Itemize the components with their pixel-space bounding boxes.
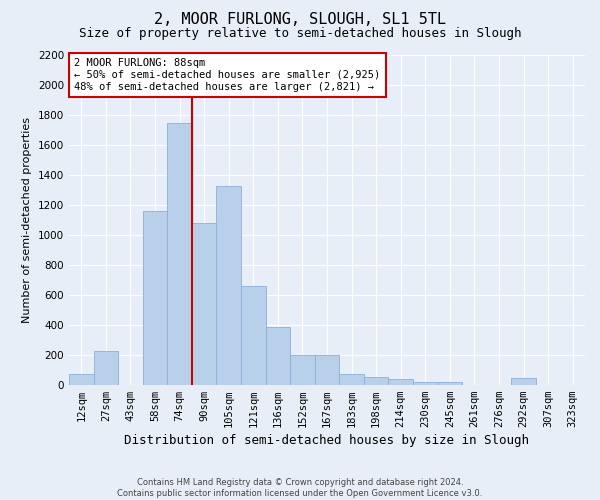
Bar xyxy=(437,382,462,385)
Text: Size of property relative to semi-detached houses in Slough: Size of property relative to semi-detach… xyxy=(79,28,521,40)
Bar xyxy=(217,186,241,385)
Bar xyxy=(290,355,315,385)
Bar xyxy=(364,377,388,385)
Bar xyxy=(143,211,167,385)
Bar xyxy=(339,374,364,385)
Text: 2 MOOR FURLONG: 88sqm
← 50% of semi-detached houses are smaller (2,925)
48% of s: 2 MOOR FURLONG: 88sqm ← 50% of semi-deta… xyxy=(74,58,380,92)
X-axis label: Distribution of semi-detached houses by size in Slough: Distribution of semi-detached houses by … xyxy=(125,434,530,448)
Bar xyxy=(94,350,118,385)
Text: Contains HM Land Registry data © Crown copyright and database right 2024.
Contai: Contains HM Land Registry data © Crown c… xyxy=(118,478,482,498)
Bar xyxy=(388,379,413,385)
Bar xyxy=(167,122,192,385)
Text: 2, MOOR FURLONG, SLOUGH, SL1 5TL: 2, MOOR FURLONG, SLOUGH, SL1 5TL xyxy=(154,12,446,28)
Bar xyxy=(413,382,437,385)
Bar xyxy=(69,374,94,385)
Bar xyxy=(315,355,339,385)
Bar xyxy=(266,326,290,385)
Bar xyxy=(241,286,266,385)
Bar xyxy=(192,223,217,385)
Y-axis label: Number of semi-detached properties: Number of semi-detached properties xyxy=(22,117,32,323)
Bar xyxy=(511,378,536,385)
